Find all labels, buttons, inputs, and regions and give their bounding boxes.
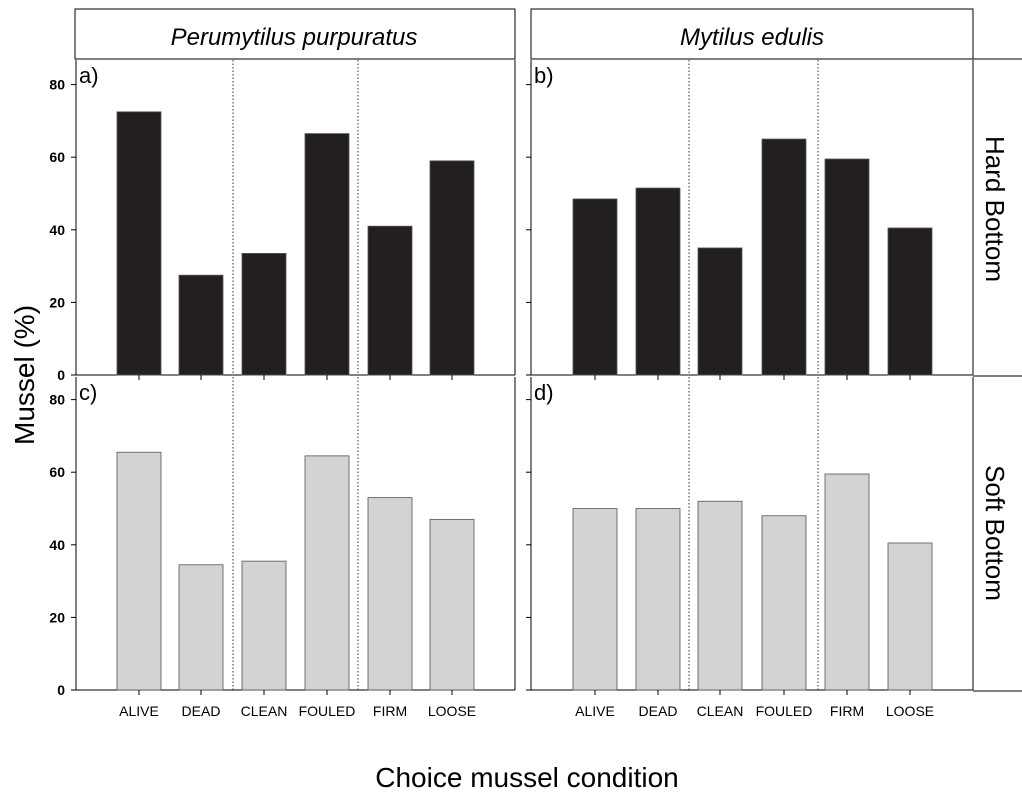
panel-a-ytick-label-80: 80 — [49, 77, 65, 93]
panel-c-label: c) — [79, 380, 97, 405]
panel-a-bar-dead — [178, 274, 224, 376]
panel-c-xtick-label-fouled: FOULED — [299, 703, 356, 719]
column-title-right: Mytilus edulis — [680, 24, 824, 51]
panel-c-bar-clean — [241, 560, 287, 691]
panel-b-bar-clean — [697, 247, 743, 376]
panel-d: d) ALIVE DEAD CLEAN FOULED FIRM LOOSE — [526, 377, 974, 719]
panel-b-bar-loose — [887, 227, 933, 376]
panel-a-bar-clean — [241, 252, 287, 376]
column-header-box-left — [74, 8, 516, 60]
panel-d-bar-dead — [635, 508, 681, 691]
panel-d-xtick-label-alive: ALIVE — [575, 703, 615, 719]
panel-c-ytick-label-0: 0 — [57, 682, 65, 698]
panel-d-xtick-label-loose: LOOSE — [886, 703, 934, 719]
panel-a-bar-fouled — [304, 133, 350, 376]
panel-a-label: a) — [79, 63, 99, 88]
y-axis-label: Mussel (%) — [9, 305, 40, 445]
panel-c-bar-alive — [116, 451, 162, 691]
panel-b-label: b) — [534, 63, 554, 88]
panel-d-bar-clean — [697, 500, 743, 691]
panel-a-ytick-label-20: 20 — [49, 294, 65, 310]
column-title-left: Perumytilus purpuratus — [171, 24, 418, 51]
panel-d-bar-firm — [824, 473, 870, 691]
panel-a-ytick-label-60: 60 — [49, 149, 65, 165]
panel-d-bar-fouled — [761, 515, 807, 691]
panel-d-xtick-label-dead: DEAD — [639, 703, 678, 719]
panel-d-label: d) — [534, 380, 554, 405]
panel-a-bar-loose — [429, 160, 475, 376]
panel-b-bar-alive — [572, 198, 618, 376]
x-axis-label: Choice mussel condition — [375, 762, 679, 793]
panel-c-bar-fouled — [304, 455, 350, 691]
panel-c-xtick-label-clean: CLEAN — [241, 703, 288, 719]
panel-d-xtick-label-firm: FIRM — [830, 703, 864, 719]
panel-a-bar-alive — [116, 111, 162, 376]
panel-c-ytick-label-60: 60 — [49, 464, 65, 480]
panel-c-xtick-label-dead: DEAD — [182, 703, 221, 719]
panel-c-xtick-label-loose: LOOSE — [428, 703, 476, 719]
panel-c-xtick-label-alive: ALIVE — [119, 703, 159, 719]
column-header-box-right — [530, 8, 974, 60]
panel-a-ytick-label-40: 40 — [49, 222, 65, 238]
panel-c: 0 20 40 60 80 c) ALIVE DEAD CLEAN FOULED FIRM LOOSE — [49, 377, 516, 719]
panel-b-bar-fouled — [761, 138, 807, 376]
panel-c-bar-dead — [178, 564, 224, 691]
panel-c-ytick-label-20: 20 — [49, 609, 65, 625]
panel-d-xtick-label-fouled: FOULED — [756, 703, 813, 719]
panel-c-bar-firm — [367, 497, 413, 691]
row-title-soft-bottom: Soft Bottom — [980, 465, 1010, 601]
panel-b-bar-dead — [635, 187, 681, 376]
panel-c-bar-loose — [429, 518, 475, 691]
panel-c-ytick-label-80: 80 — [49, 392, 65, 408]
panel-b: b) — [526, 60, 974, 380]
panel-c-xtick-label-firm: FIRM — [373, 703, 407, 719]
panel-d-xtick-label-clean: CLEAN — [697, 703, 744, 719]
panel-a-bar-firm — [367, 225, 413, 376]
panel-d-bar-alive — [572, 508, 618, 691]
panel-a: 0 20 40 60 80 a) — [49, 60, 516, 383]
row-title-hard-bottom: Hard Bottom — [980, 136, 1010, 282]
panel-b-bar-firm — [824, 158, 870, 376]
panel-d-bar-loose — [887, 542, 933, 691]
panel-c-ytick-label-40: 40 — [49, 537, 65, 553]
panel-a-ytick-label-0: 0 — [57, 367, 65, 383]
